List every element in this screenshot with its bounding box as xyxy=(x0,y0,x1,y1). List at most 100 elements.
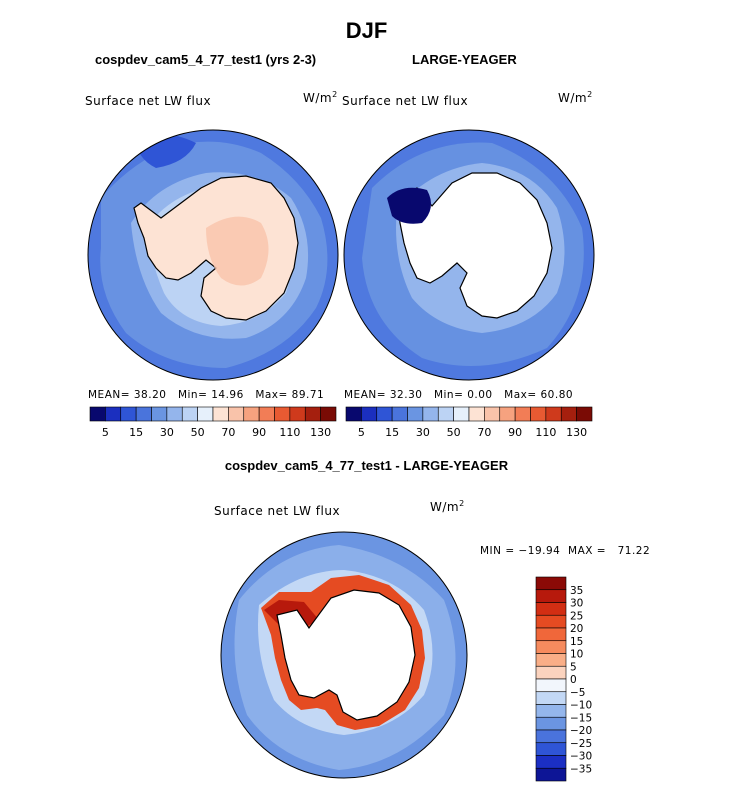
colorbar-tick-label: 15 xyxy=(129,426,143,439)
colorbar-tick-label: −35 xyxy=(570,763,592,775)
colorbar-swatch xyxy=(535,704,567,718)
right-min-value: 0.00 xyxy=(467,389,493,401)
right-panel-title: LARGE-YEAGER xyxy=(412,52,517,67)
left-colorbar: 5 15 30 50 70 90 110 130 xyxy=(89,406,337,439)
colorbar-swatch xyxy=(243,406,260,422)
colorbar-swatch xyxy=(120,406,137,422)
colorbar-tick-label: 130 xyxy=(566,426,587,439)
colorbar-swatch xyxy=(135,406,152,422)
right-units: W/m xyxy=(558,91,588,105)
colorbar-tick-label: 110 xyxy=(535,426,556,439)
left-max-value: 89.71 xyxy=(291,389,325,401)
colorbar-tick-label: 15 xyxy=(570,636,583,648)
diff-units-label: W/m2 xyxy=(430,499,465,514)
diff-polar-map xyxy=(220,531,468,779)
colorbar-tick-label: −30 xyxy=(570,751,592,763)
colorbar-swatch xyxy=(535,627,567,642)
colorbar-swatch xyxy=(535,665,567,680)
colorbar-tick-label: 5 xyxy=(570,661,577,673)
colorbar-swatch xyxy=(407,406,424,422)
left-stats: MEAN= 38.20 Min= 14.96 Max= 89.71 xyxy=(88,389,324,401)
antarctica-outline xyxy=(396,172,553,319)
right-units-sup: 2 xyxy=(587,90,593,99)
colorbar-tick-label: 130 xyxy=(310,426,331,439)
diff-minmax: MIN = −19.94 MAX = 71.22 xyxy=(480,545,651,557)
right-max-value: 60.80 xyxy=(540,389,574,401)
right-colorbar: 5 15 30 50 70 90 110 130 xyxy=(345,406,593,439)
colorbar-tick-label: −25 xyxy=(570,738,592,750)
colorbar-tick-label: 30 xyxy=(570,598,583,610)
left-variable-label: Surface net LW flux xyxy=(85,94,212,108)
colorbar-swatch xyxy=(453,406,470,422)
colorbar-swatch xyxy=(289,406,306,422)
left-min-value: 14.96 xyxy=(211,389,244,401)
colorbar-tick-label: 25 xyxy=(570,610,583,622)
right-stats: MEAN= 32.30 Min= 0.00 Max= 60.80 xyxy=(344,389,573,401)
colorbar-swatch xyxy=(345,406,362,422)
colorbar-swatch xyxy=(376,406,393,422)
colorbar-tick-label: 70 xyxy=(477,426,491,439)
diff-variable-label: Surface net LW flux xyxy=(214,504,341,518)
colorbar-swatch xyxy=(212,406,229,422)
left-max-label: Max= xyxy=(255,389,288,401)
colorbar-swatch xyxy=(422,406,439,422)
colorbar-swatch xyxy=(535,640,567,654)
colorbar-swatch xyxy=(499,406,516,422)
colorbar-swatch xyxy=(89,406,106,422)
colorbar-tick-label: −10 xyxy=(570,700,592,712)
colorbar-swatch xyxy=(274,406,291,422)
colorbar-swatch xyxy=(484,406,501,422)
colorbar-swatch xyxy=(181,406,198,422)
colorbar-swatch xyxy=(535,716,567,731)
colorbar-swatch xyxy=(535,729,567,744)
season-title: DJF xyxy=(345,18,388,43)
colorbar-swatch xyxy=(535,678,567,693)
left-units: W/m xyxy=(303,91,333,105)
colorbar-tick-label: 110 xyxy=(279,426,300,439)
colorbar-swatch xyxy=(320,406,337,422)
left-units-sup: 2 xyxy=(332,90,338,99)
colorbar-tick-label: 90 xyxy=(252,426,266,439)
colorbar-swatch xyxy=(304,406,321,422)
colorbar-swatch xyxy=(535,589,567,603)
diff-units: W/m xyxy=(430,500,460,514)
left-polar-map xyxy=(87,129,339,381)
colorbar-swatch xyxy=(258,406,275,422)
right-mean-label: MEAN= xyxy=(344,389,387,401)
colorbar-swatch xyxy=(576,406,593,422)
right-units-label: W/m2 xyxy=(558,90,593,105)
colorbar-tick-label: 70 xyxy=(221,426,235,439)
colorbar-swatch xyxy=(197,406,214,422)
colorbar-swatch xyxy=(535,653,567,667)
colorbar-swatch xyxy=(535,614,567,629)
colorbar-swatch xyxy=(535,767,567,782)
colorbar-tick-label: 90 xyxy=(508,426,522,439)
right-max-label: Max= xyxy=(504,389,537,401)
right-polar-map xyxy=(343,129,595,381)
colorbar-tick-label: 20 xyxy=(570,623,583,635)
left-min-label: Min= xyxy=(177,389,208,401)
map-boundary xyxy=(87,129,339,381)
colorbar-swatch xyxy=(437,406,454,422)
colorbar-tick-label: 50 xyxy=(191,426,205,439)
colorbar-tick-label: 15 xyxy=(385,426,399,439)
colorbar-swatch xyxy=(545,406,562,422)
colorbar-swatch xyxy=(535,691,567,705)
colorbar-tick-label: 0 xyxy=(570,674,577,686)
colorbar-swatch xyxy=(468,406,485,422)
colorbar-tick-label: −20 xyxy=(570,725,592,737)
colorbar-tick-label: 50 xyxy=(447,426,461,439)
colorbar-swatch xyxy=(560,406,577,422)
left-mean-label: MEAN= xyxy=(88,389,131,401)
colorbar-swatch xyxy=(535,755,567,769)
right-variable-label: Surface net LW flux xyxy=(342,94,469,108)
colorbar-swatch xyxy=(535,602,567,616)
colorbar-swatch xyxy=(228,406,245,422)
colorbar-tick-label: 30 xyxy=(160,426,174,439)
colorbar-swatch xyxy=(530,406,547,422)
diff-panel-title: cospdev_cam5_4_77_test1 - LARGE-YEAGER xyxy=(224,458,509,473)
field-contour-band xyxy=(206,216,269,286)
colorbar-swatch xyxy=(151,406,168,422)
right-min-label: Min= xyxy=(433,389,464,401)
right-mean-value: 32.30 xyxy=(389,389,423,401)
